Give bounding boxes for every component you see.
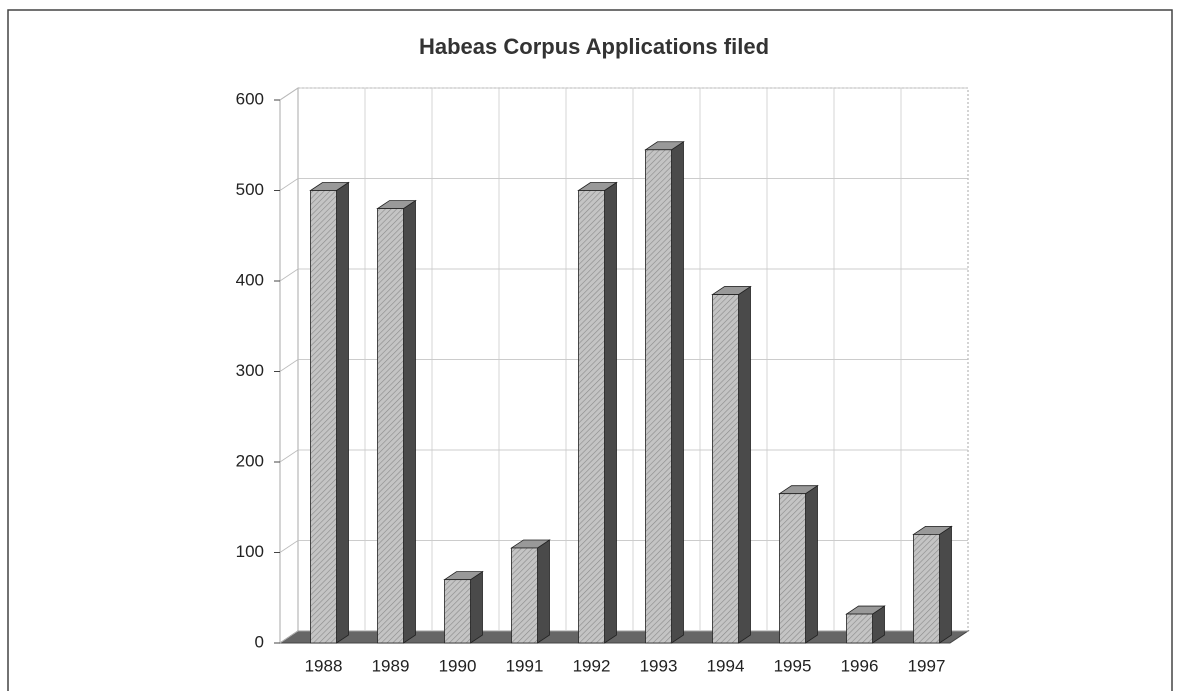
x-tick-label: 1996 — [841, 656, 879, 675]
bar — [310, 190, 337, 644]
x-tick-label: 1992 — [573, 656, 611, 675]
grid-line-side — [279, 630, 299, 644]
bar — [645, 149, 672, 644]
y-tick-label: 0 — [255, 632, 264, 651]
bar — [377, 208, 404, 644]
x-tick-label: 1995 — [774, 656, 812, 675]
bar-side — [604, 181, 617, 644]
grid-line-side — [279, 178, 299, 191]
grid-line-side — [279, 449, 299, 463]
y-tick-label: 200 — [236, 451, 264, 470]
bar-side — [403, 199, 416, 644]
bar-side — [336, 181, 349, 644]
x-tick-label: 1991 — [506, 656, 544, 675]
grid-line-side — [279, 540, 299, 553]
chart-title: Habeas Corpus Applications filed — [419, 34, 769, 59]
bar — [846, 613, 873, 644]
y-tick-label: 400 — [236, 270, 264, 289]
bar-side — [671, 141, 684, 644]
y-tick-label: 100 — [236, 542, 264, 561]
bar — [511, 547, 538, 644]
y-tick-label: 600 — [236, 89, 264, 108]
bar-side — [738, 285, 751, 644]
bar-side — [939, 525, 952, 644]
grid-line-side — [279, 87, 299, 101]
bar — [578, 190, 605, 644]
frame — [7, 9, 1173, 691]
x-tick-label: 1989 — [372, 656, 410, 675]
bar — [779, 493, 806, 644]
y-tick-label: 300 — [236, 361, 264, 380]
bar — [712, 294, 739, 644]
grid-line-side — [279, 359, 299, 372]
x-tick-label: 1988 — [305, 656, 343, 675]
x-tick-label: 1990 — [439, 656, 477, 675]
y-tick-label: 500 — [236, 180, 264, 199]
bar-side — [470, 570, 483, 644]
bar — [913, 534, 940, 644]
bar-side — [805, 484, 818, 644]
x-tick-label: 1993 — [640, 656, 678, 675]
grid-line-side — [279, 268, 299, 282]
x-tick-label: 1997 — [908, 656, 946, 675]
bar-side — [537, 539, 550, 644]
bar — [444, 579, 471, 644]
x-tick-label: 1994 — [707, 656, 745, 675]
